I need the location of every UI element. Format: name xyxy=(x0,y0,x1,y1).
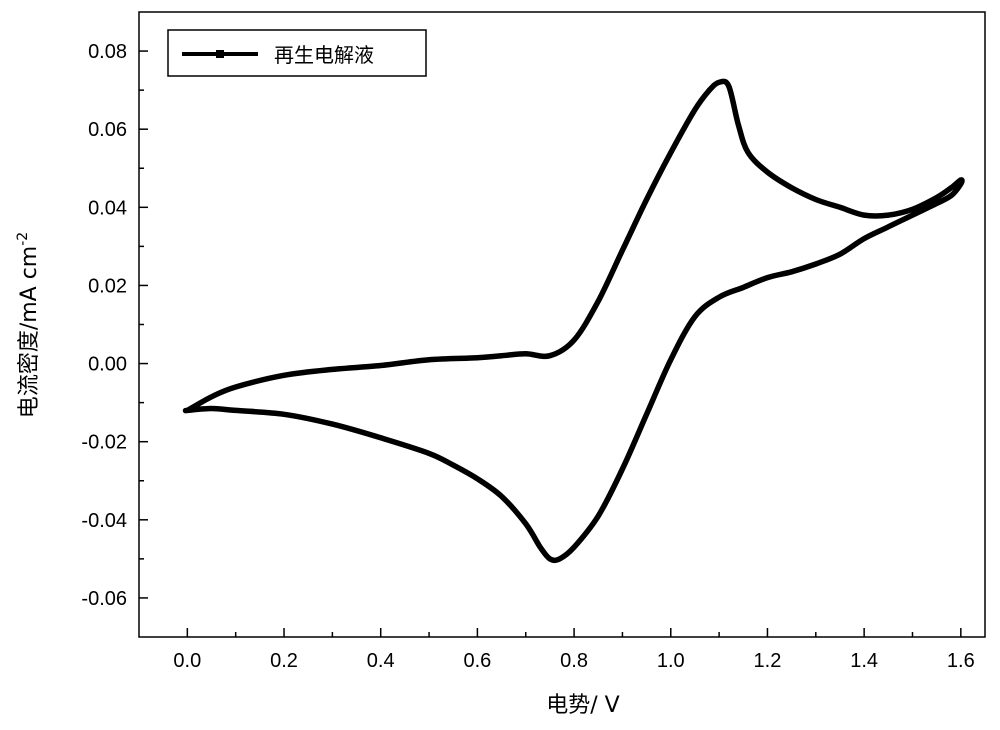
y-tick-label: -0.02 xyxy=(81,432,127,454)
x-tick-label: 1.4 xyxy=(850,650,878,672)
x-tick-label: 1.2 xyxy=(754,650,782,672)
legend-marker xyxy=(216,50,224,58)
y-axis-title-main: 电流密度/mA cm xyxy=(17,246,42,418)
y-tick-label: 0.06 xyxy=(88,119,127,141)
y-tick-label: -0.04 xyxy=(81,510,127,532)
x-tick-label: 1.6 xyxy=(947,650,975,672)
legend-label: 再生电解液 xyxy=(274,43,374,67)
x-tick-label: 0.8 xyxy=(560,650,588,672)
x-tick-label: 0.0 xyxy=(173,650,201,672)
series-layer xyxy=(182,78,965,564)
x-tick-label: 0.4 xyxy=(367,650,395,672)
series-line xyxy=(182,78,965,564)
y-tick-label: 0.08 xyxy=(88,41,127,63)
y-tick-label: 0.02 xyxy=(88,275,127,297)
y-tick-label: 0.04 xyxy=(88,197,127,219)
legend: 再生电解液 xyxy=(167,29,427,77)
x-axis-title: 电势/ V xyxy=(546,693,619,718)
y-tick-label: 0.00 xyxy=(88,354,127,376)
y-axis-title-sup: -2 xyxy=(15,232,31,246)
labels-layer: 0.0 0.2 0.4 0.6 0.8 1.0 1.2 1.4 1.6 -0.06 -0.04 -0.… xyxy=(81,41,974,672)
y-tick-label: -0.06 xyxy=(81,588,127,610)
plot-frame xyxy=(138,11,986,638)
x-tick-label: 0.6 xyxy=(463,650,491,672)
ticks-layer xyxy=(139,50,962,637)
y-axis-title: 电流密度/mA cm-2 xyxy=(15,232,42,418)
x-tick-label: 0.2 xyxy=(270,650,298,672)
x-tick-label: 1.0 xyxy=(657,650,685,672)
